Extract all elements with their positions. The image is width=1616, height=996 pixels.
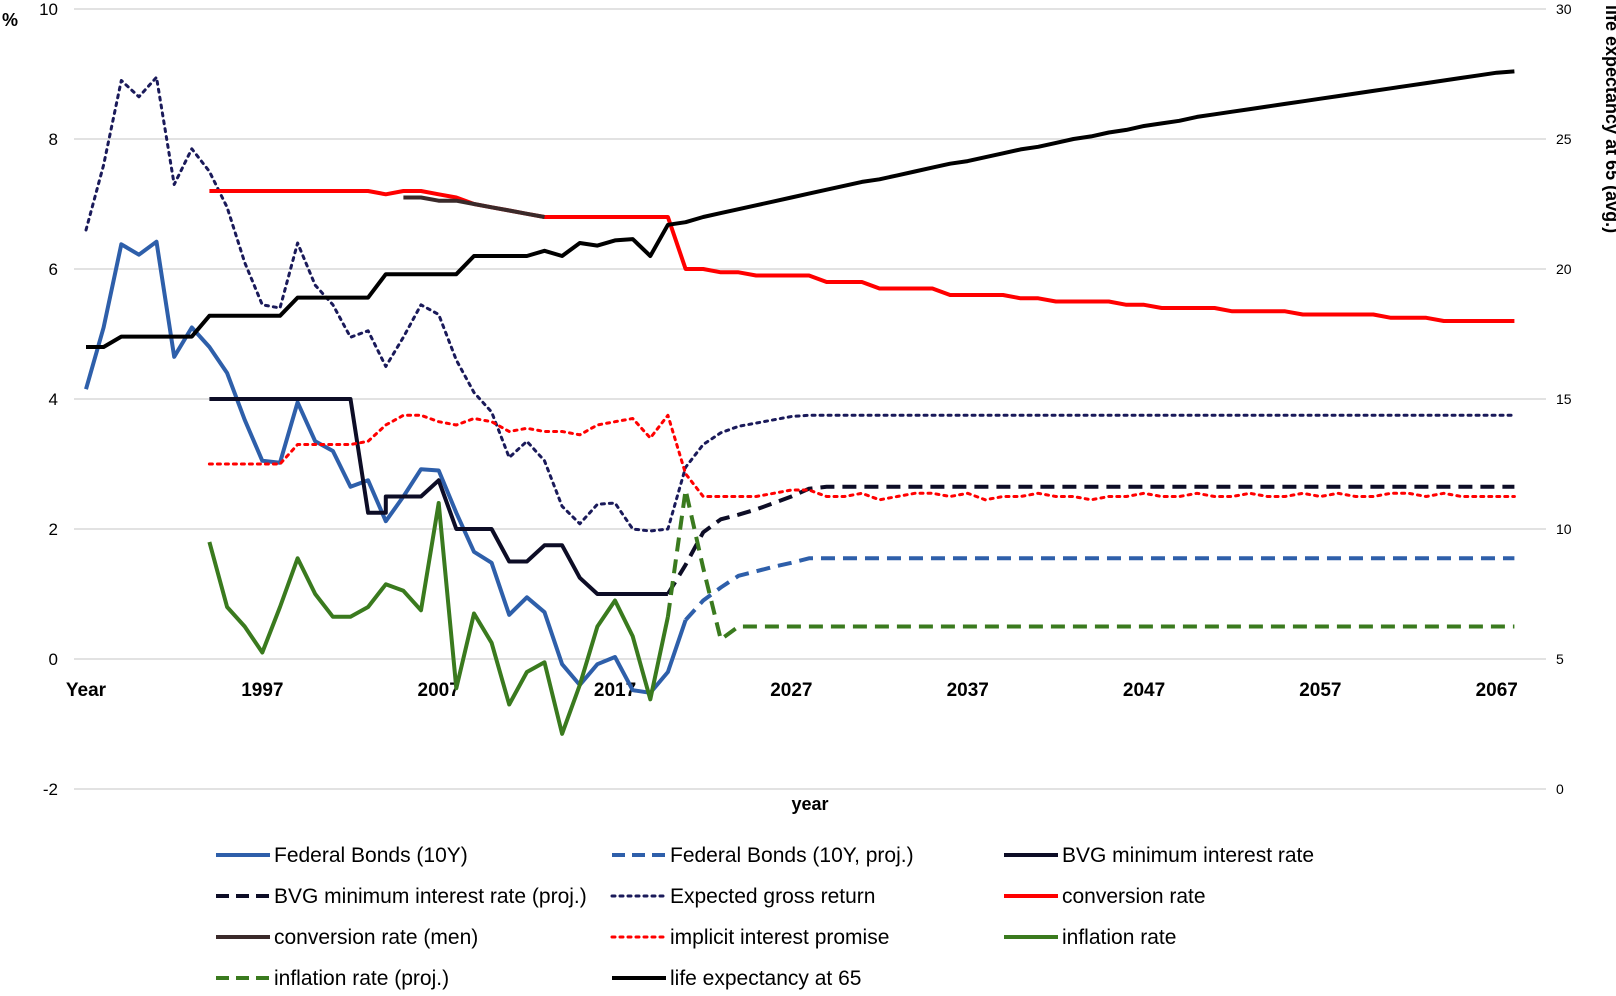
legend-label: inflation rate	[1062, 926, 1176, 949]
x-axis-ticks: Year 1997 2007 2017 2027 2037 2047 2057 2067	[66, 680, 1518, 701]
series-line-expected-gross-return	[84, 75, 1516, 533]
left-tick-label: 4	[49, 390, 58, 409]
legend-label: conversion rate (men)	[274, 926, 478, 949]
x-tick-label: 1997	[241, 680, 283, 701]
series-line-conversion-rate-men	[403, 195, 545, 219]
right-tick-label: 5	[1556, 651, 1564, 667]
x-tick-label: 2027	[770, 680, 812, 701]
series-line-conversion-rate	[209, 189, 1515, 323]
legend-label: BVG minimum interest rate	[1062, 844, 1314, 867]
right-axis-label: life expectancy at 65 (avg.)	[1602, 5, 1616, 233]
right-tick-label: 30	[1556, 1, 1572, 17]
series-line-federal-bonds-10y-proj	[684, 556, 1515, 622]
x-tick-label: 2057	[1299, 680, 1341, 701]
legend: Federal Bonds (10Y) Federal Bonds (10Y, p…	[216, 844, 1314, 990]
series-line-bvg-minimum-interest-rate-proj	[666, 484, 1515, 596]
left-tick-label: 6	[49, 260, 58, 279]
legend-label: conversion rate	[1062, 885, 1206, 908]
right-tick-label: 0	[1556, 781, 1564, 797]
series-line-federal-bonds-10y	[84, 239, 688, 695]
x-tick-label: 2067	[1476, 680, 1518, 701]
left-tick-label: 0	[49, 650, 58, 669]
left-tick-label: -2	[43, 780, 58, 799]
left-tick-label: 2	[49, 520, 58, 539]
x-axis-label: year	[791, 794, 828, 814]
right-tick-label: 15	[1556, 391, 1572, 407]
legend-label: Federal Bonds (10Y)	[274, 844, 468, 867]
left-axis-ticks: -2 0 2 4 6 8 10	[39, 0, 58, 799]
series-line-inflation-rate	[207, 501, 670, 736]
legend-label: inflation rate (proj.)	[274, 967, 449, 990]
series-line-life-expectancy-at-65	[86, 69, 1515, 349]
right-tick-label: 20	[1556, 261, 1572, 277]
x-tick-label: 2047	[1123, 680, 1165, 701]
legend-label: implicit interest promise	[670, 926, 889, 949]
x-tick-label: 2037	[947, 680, 989, 701]
right-tick-label: 10	[1556, 521, 1572, 537]
series-lines	[84, 69, 1516, 736]
right-tick-label: 25	[1556, 131, 1572, 147]
legend-label: life expectancy at 65	[670, 967, 861, 990]
left-axis-label: %	[2, 10, 18, 30]
left-tick-label: 8	[49, 130, 58, 149]
legend-label: Expected gross return	[670, 885, 875, 908]
legend-label: BVG minimum interest rate (proj.)	[274, 885, 587, 908]
x-tick-label: Year	[66, 680, 107, 701]
x-tick-label: 2017	[594, 680, 636, 701]
series-line-implicit-interest-promise	[207, 413, 1516, 502]
right-axis-ticks: 0 5 10 15 20 25 30	[1556, 1, 1572, 797]
series-line-bvg-minimum-interest-rate	[209, 397, 668, 596]
series-line-inflation-rate-proj	[665, 488, 1515, 642]
left-tick-label: 10	[39, 0, 58, 19]
x-tick-label: 2007	[418, 680, 460, 701]
legend-label: Federal Bonds (10Y, proj.)	[670, 844, 914, 867]
